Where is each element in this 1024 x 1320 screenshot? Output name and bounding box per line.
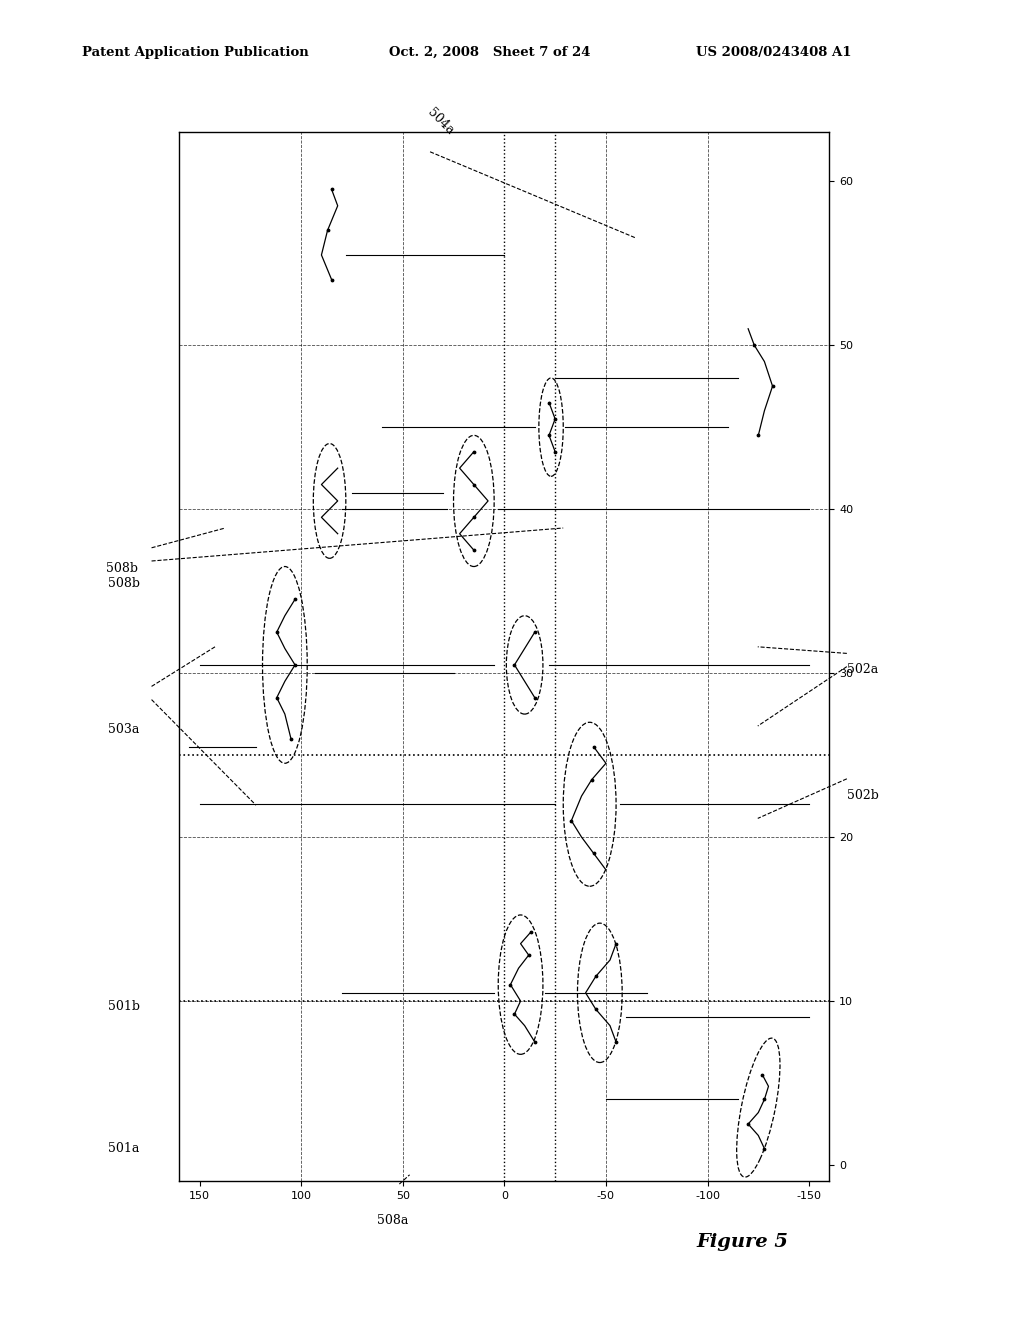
Text: 508a: 508a — [377, 1213, 409, 1226]
Text: 501b: 501b — [108, 999, 139, 1012]
Text: Oct. 2, 2008   Sheet 7 of 24: Oct. 2, 2008 Sheet 7 of 24 — [389, 46, 591, 59]
Text: 502a: 502a — [847, 663, 879, 676]
Text: 508b: 508b — [108, 577, 139, 590]
Text: 503a: 503a — [108, 722, 139, 735]
Text: 508b: 508b — [106, 561, 138, 574]
Text: US 2008/0243408 A1: US 2008/0243408 A1 — [696, 46, 852, 59]
Text: Patent Application Publication: Patent Application Publication — [82, 46, 308, 59]
Text: 502b: 502b — [847, 788, 879, 801]
Text: 501a: 501a — [108, 1142, 139, 1155]
Text: 504a: 504a — [425, 107, 457, 137]
Text: Figure 5: Figure 5 — [696, 1233, 788, 1251]
